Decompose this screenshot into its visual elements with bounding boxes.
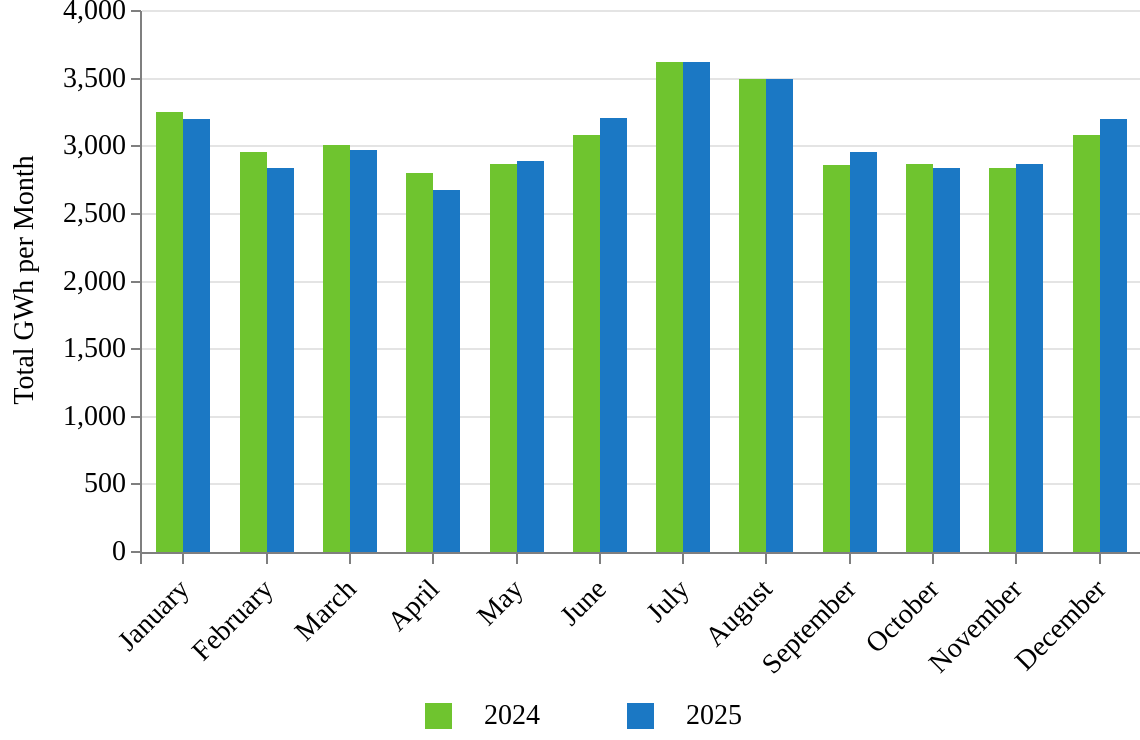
y-axis-tick-label: 4,000 [63,0,126,26]
x-axis-tick [765,554,768,564]
gridline [142,10,1140,12]
y-axis-tick-label: 0 [112,536,126,567]
x-axis-tick [932,554,934,564]
bar-2025-july [683,62,711,552]
bar-2025-november [1016,163,1044,552]
y-axis-tick-label: 500 [84,468,126,500]
bar-2024-february [239,151,267,552]
bar-2024-march [322,144,350,552]
y-axis-tick-label: 1,500 [63,333,126,365]
y-axis-tick [131,483,141,486]
gridline [142,145,1140,148]
bar-2024-july [656,62,684,552]
legend-label-2024: 2024 [484,700,540,731]
x-axis-tick [515,554,518,564]
y-axis-tick-label: 1,000 [63,400,126,432]
gridline [142,348,1140,351]
y-axis-tick [131,348,141,351]
bar-2024-december [1072,135,1100,552]
x-axis-line [140,552,1140,554]
bar-2025-december [1099,119,1127,552]
y-axis-tick-label: 3,000 [63,130,126,162]
y-axis-tick [131,551,141,553]
x-axis-tick [1098,554,1101,564]
bar-2024-may [489,163,517,552]
x-axis-tick [848,554,851,564]
gridline [142,415,1140,418]
bar-2025-january [183,119,211,552]
x-axis-tick [432,554,435,564]
x-axis-tick [182,554,185,564]
y-axis-tick [131,145,141,148]
x-axis-tick [1015,554,1018,564]
y-axis-tick [131,212,141,215]
y-axis-tick-label: 3,500 [63,62,126,94]
gridline [142,77,1140,80]
bar-2025-april [433,189,461,552]
y-axis-tick [131,10,141,12]
y-axis-tick [131,280,141,283]
gridline [142,212,1140,215]
bar-2024-october [906,163,933,552]
bar-2024-november [989,167,1017,552]
legend-swatch-2024 [425,703,452,729]
bar-2025-march [349,150,377,552]
x-axis-tick [598,554,601,564]
bar-2024-august [739,78,767,552]
x-axis-tick [682,554,685,564]
legend-label-2025: 2025 [686,700,742,731]
bar-2024-april [406,173,434,552]
x-axis-tick [140,554,142,564]
bar-2024-january [156,112,184,552]
y-axis-tick-label: 2,000 [63,265,126,297]
y-axis-tick-label: 2,500 [63,197,126,229]
bar-2025-june [599,117,627,552]
gridline [142,483,1140,486]
bar-2024-september [822,165,850,552]
x-axis-tick [265,554,268,564]
legend: 2024 2025 [0,694,1140,740]
bar-2025-october [933,167,960,552]
y-axis-tick [131,415,141,418]
gridline [142,280,1140,283]
legend-swatch-2025 [627,703,654,729]
y-axis-line [140,11,142,554]
bar-2025-may [516,161,544,552]
bar-2025-september [849,151,877,552]
bar-2025-august [766,78,794,552]
x-axis-tick [348,554,351,564]
bar-2025-february [266,167,294,552]
y-axis-tick [131,77,141,80]
bar-2024-june [572,135,600,552]
